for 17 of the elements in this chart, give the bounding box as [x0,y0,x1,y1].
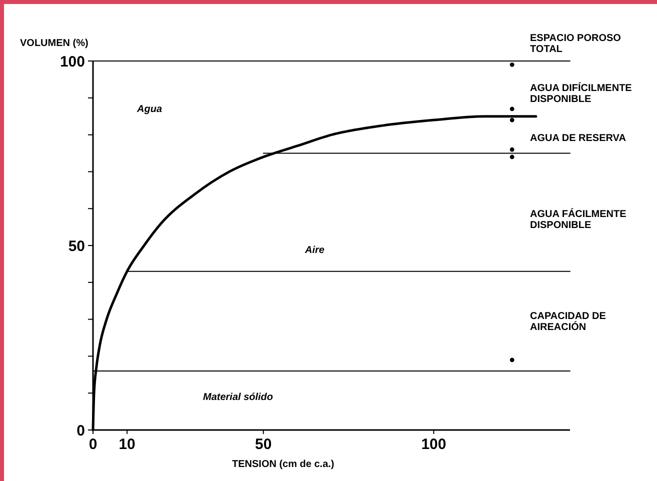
x-tick-label: 50 [255,436,272,453]
annotation: Agua [136,104,162,115]
annotation: Material sólido [203,392,274,403]
annotation: AGUA DIFÍCILMENTE DISPONIBLE [530,82,632,105]
y-tick-label: 0 [76,422,85,440]
x-tick-label: 0 [88,436,98,453]
text: ESPACIO POROSO TOTAL [530,33,622,55]
x-axis-title: TENSION (cm de c.a.) [232,459,334,470]
y-tick-label: 50 [68,238,85,255]
y-axis-title: VOLUMEN (%) [20,38,88,49]
annotation: AGUA DE RESERVA [530,133,626,144]
x-tick-label: 100 [421,436,446,453]
annotation: CAPACIDAD DE AIREACIÓN [530,311,606,333]
annotation: AGUA FÁCILMENTE DISPONIBLE [530,208,627,231]
annotation: Aire [304,245,325,256]
x-tick-label: 10 [118,436,136,453]
y-tick-label: 100 [60,53,85,70]
